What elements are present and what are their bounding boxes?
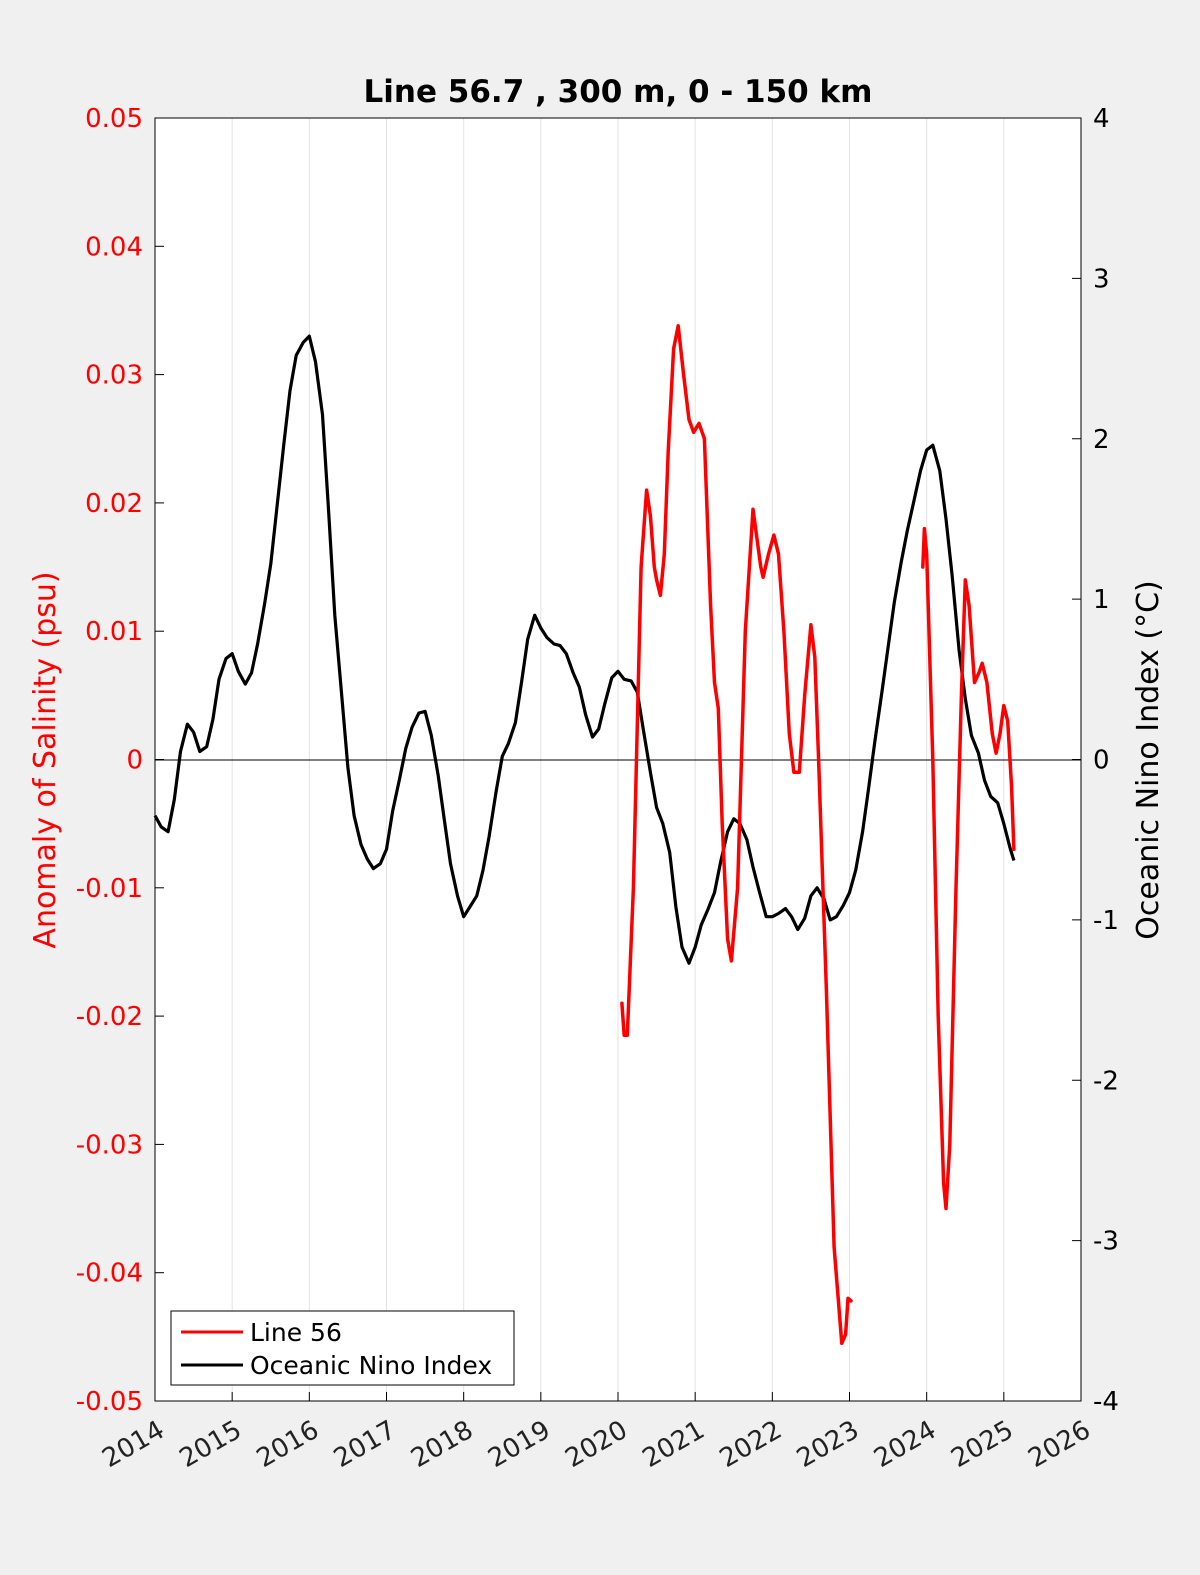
right-y-tick-label: 1 [1093,585,1110,615]
left-y-tick-label: 0.04 [85,232,143,262]
right-y-tick-label: 2 [1093,425,1110,455]
legend: Line 56 Oceanic Nino Index [170,1310,515,1386]
left-y-tick-label: 0.05 [85,104,143,134]
right-y-tick-label: 4 [1093,104,1110,134]
right-y-axis: 4 3 2 1 0 -1 -2 -3 -4 [1072,104,1119,1417]
series-line-line-56-segment-2 [921,526,1016,1211]
right-y-tick-label: -2 [1093,1066,1119,1096]
left-y-tick-label: 0 [126,746,143,776]
left-y-tick-label: 0.01 [85,617,143,647]
left-y-axis: 0.05 0.04 0.03 0.02 0.01 0 -0.01 -0.02 -0.03 -0.0… [76,104,164,1417]
left-y-tick-label: -0.05 [76,1387,143,1417]
left-y-tick-label: -0.04 [76,1259,143,1289]
right-y-tick-label: 3 [1093,264,1110,294]
series-line-line-56-segment-1 [620,324,853,1346]
series-layer [153,324,1016,1346]
right-y-tick-label: 0 [1093,746,1110,776]
right-y-tick-label: -4 [1093,1387,1119,1417]
left-y-tick-label: -0.02 [76,1002,143,1032]
series-line-oceanic-nino-index [153,334,1016,965]
legend-label-oni: Oceanic Nino Index [250,1351,492,1380]
left-y-tick-label: 0.02 [85,489,143,519]
right-axis-label: Oceanic Nino Index (°C) [1131,580,1166,940]
legend-label-line-56: Line 56 [250,1318,342,1347]
left-y-tick-label: -0.03 [76,1130,143,1160]
left-axis-label: Anomaly of Salinity (psu) [28,571,63,948]
left-y-tick-label: 0.03 [85,361,143,391]
left-y-tick-label: -0.01 [76,874,143,904]
right-y-tick-label: -1 [1093,906,1119,936]
legend-box [170,1310,515,1386]
right-y-tick-label: -3 [1093,1227,1119,1257]
chart-title: Line 56.7 , 300 m, 0 - 150 km [364,74,873,110]
